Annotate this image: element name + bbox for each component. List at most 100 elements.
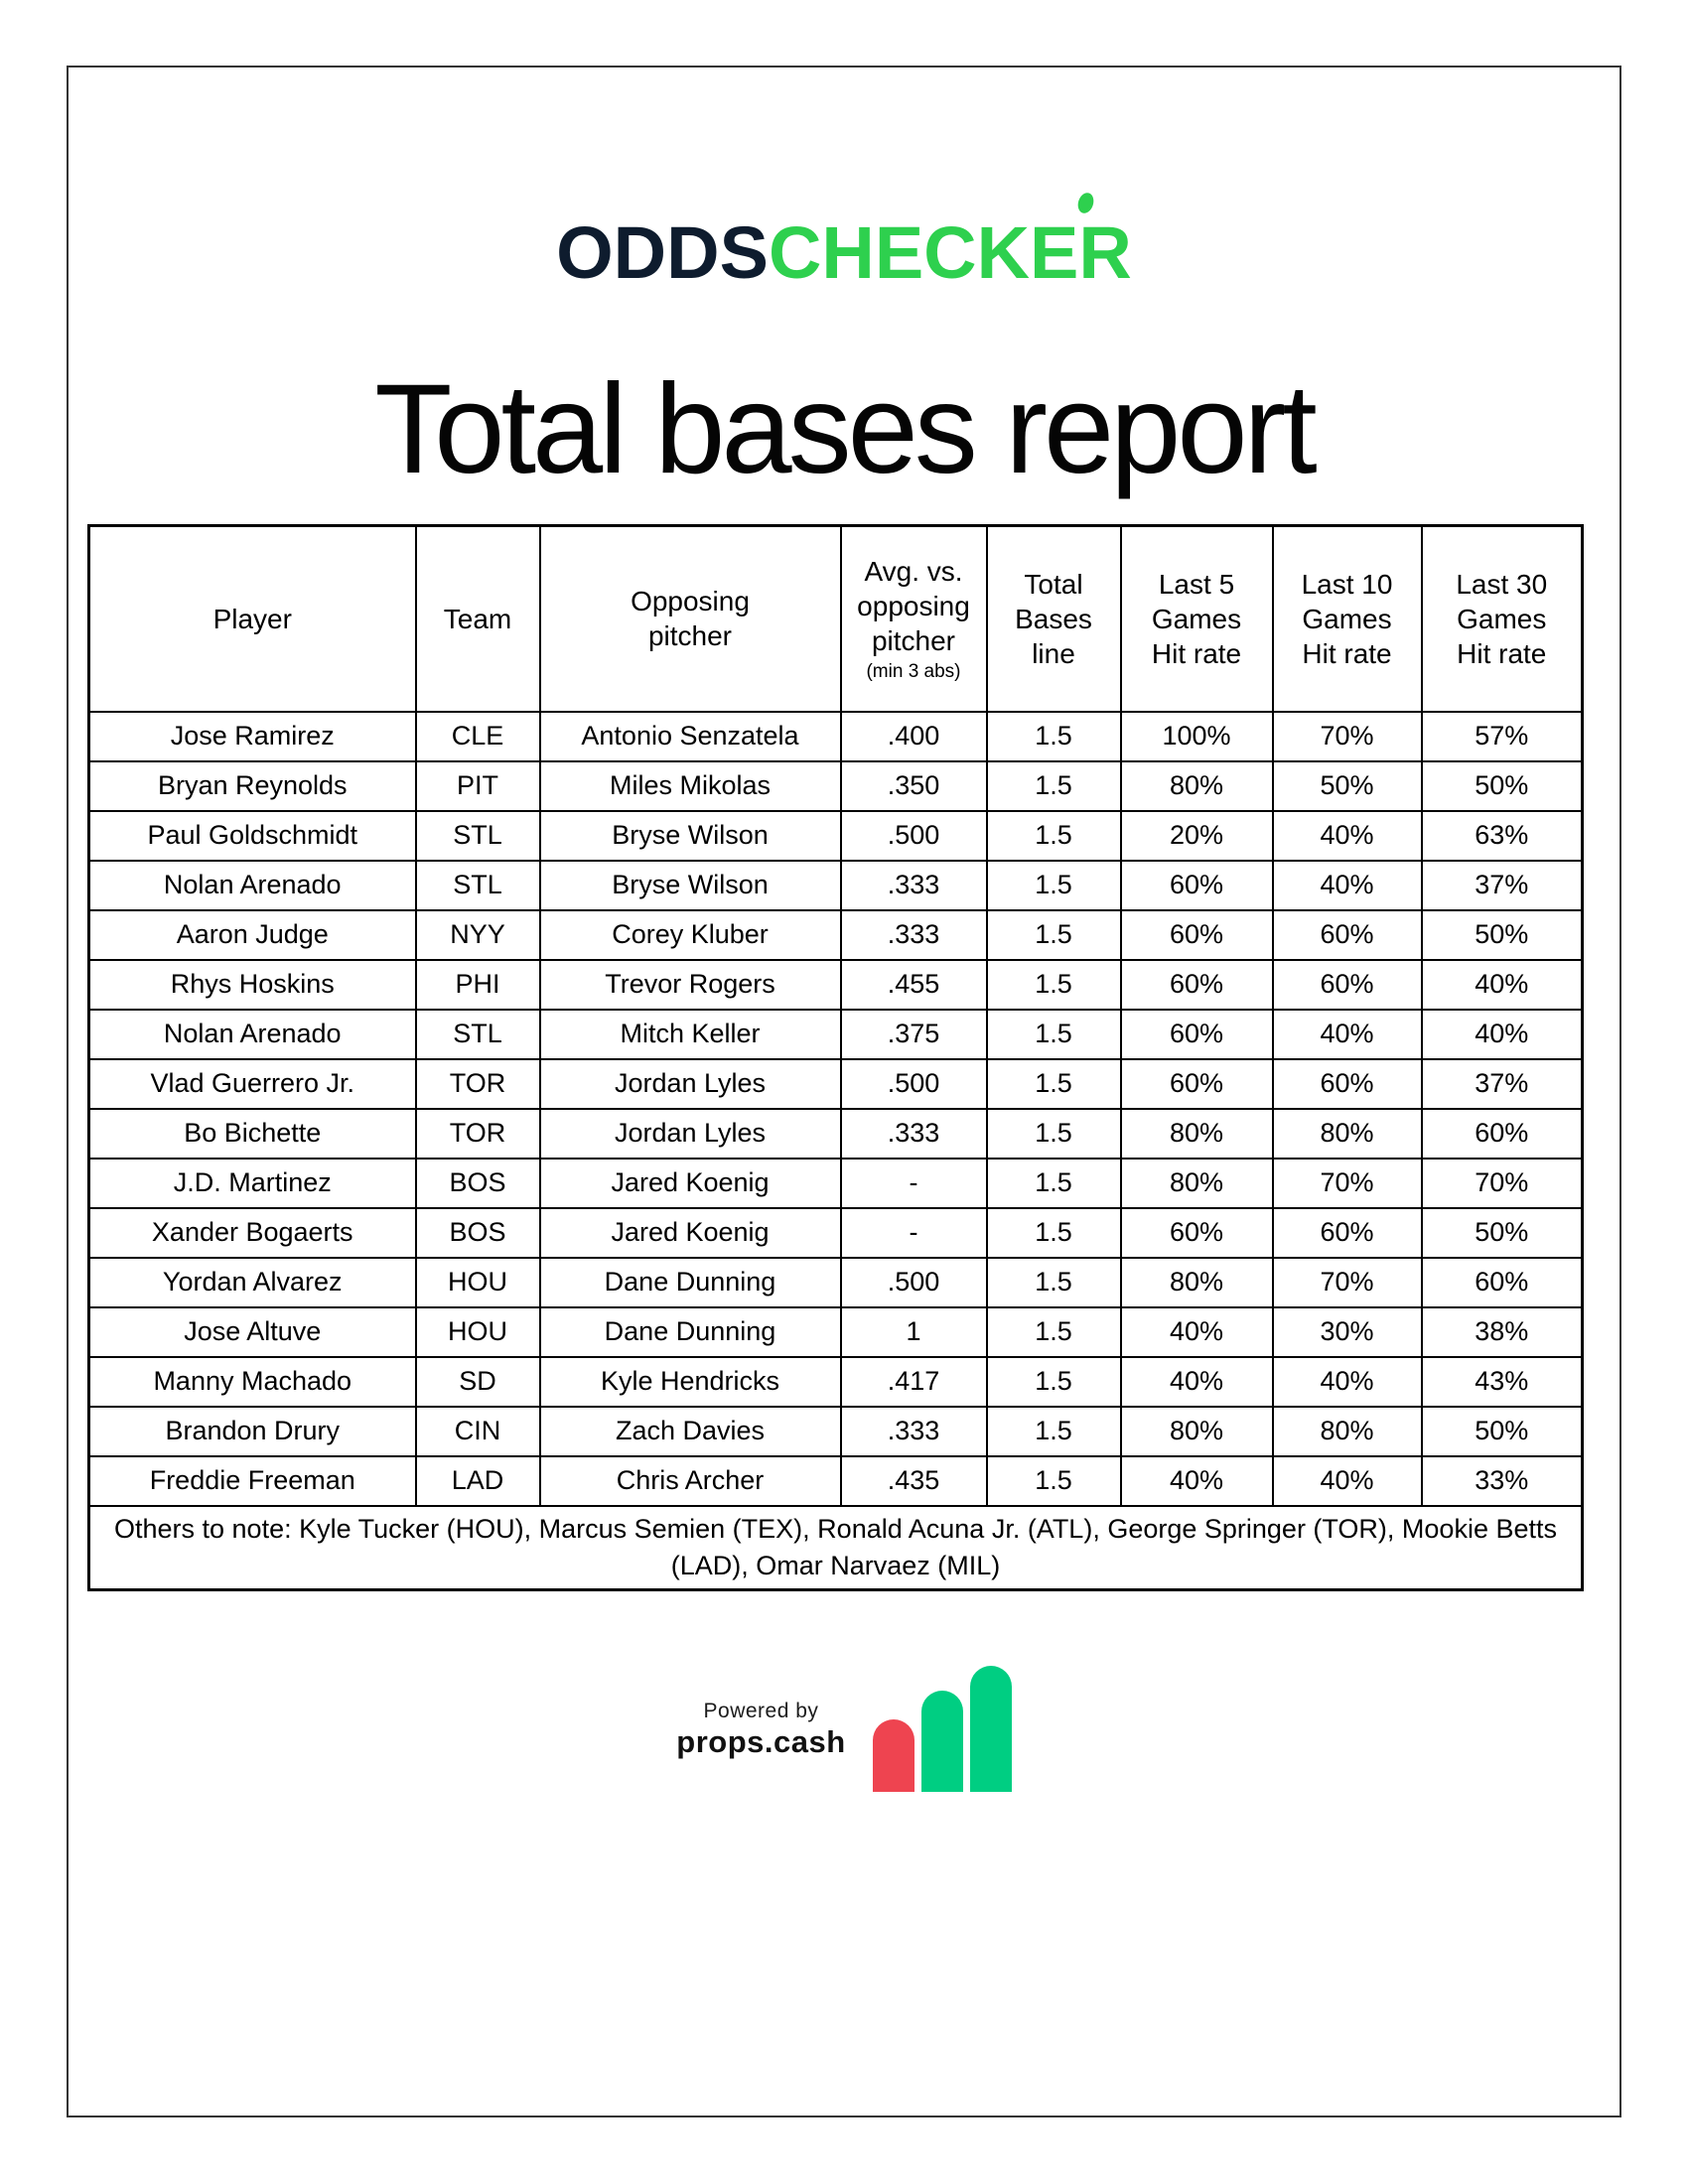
last30-cell: 37% <box>1420 1057 1584 1110</box>
col-header-team: Team <box>414 524 541 713</box>
table-row: Paul Goldschmidt STL Bryse Wilson .500 1… <box>87 809 1584 862</box>
player-cell: Bryan Reynolds <box>87 759 417 812</box>
last5-cell: 100% <box>1119 710 1274 762</box>
player-cell: Jose Altuve <box>87 1305 417 1358</box>
team-cell: NYY <box>414 908 541 961</box>
table-row: Rhys Hoskins PHI Trevor Rogers .455 1.5 … <box>87 958 1584 1011</box>
last10-cell: 60% <box>1271 1206 1423 1259</box>
pitcher-cell: Jordan Lyles <box>538 1057 842 1110</box>
line-cell: 1.5 <box>985 710 1122 762</box>
last30-cell: 50% <box>1420 908 1584 961</box>
last10-cell: 40% <box>1271 859 1423 911</box>
line-cell: 1.5 <box>985 1256 1122 1308</box>
avg-cell: .333 <box>839 859 988 911</box>
footer-note-row: Others to note: Kyle Tucker (HOU), Marcu… <box>87 1504 1584 1591</box>
last5-cell: 80% <box>1119 1405 1274 1457</box>
last5-cell: 80% <box>1119 1107 1274 1160</box>
line-cell: 1.5 <box>985 1206 1122 1259</box>
last5-cell: 80% <box>1119 1256 1274 1308</box>
table-row: Vlad Guerrero Jr. TOR Jordan Lyles .500 … <box>87 1057 1584 1110</box>
player-cell: Freddie Freeman <box>87 1454 417 1507</box>
avg-cell: - <box>839 1157 988 1209</box>
line-cell: 1.5 <box>985 908 1122 961</box>
player-cell: Vlad Guerrero Jr. <box>87 1057 417 1110</box>
avg-cell: .435 <box>839 1454 988 1507</box>
last10-cell: 80% <box>1271 1107 1423 1160</box>
powered-by-text: Powered by props.cash <box>676 1699 845 1760</box>
last10-cell: 60% <box>1271 908 1423 961</box>
last5-cell: 60% <box>1119 1057 1274 1110</box>
pitcher-cell: Corey Kluber <box>538 908 842 961</box>
pitcher-cell: Mitch Keller <box>538 1008 842 1060</box>
last5-cell: 60% <box>1119 958 1274 1011</box>
table-row: Bo Bichette TOR Jordan Lyles .333 1.5 80… <box>87 1107 1584 1160</box>
last30-cell: 50% <box>1420 1206 1584 1259</box>
table-row: Manny Machado SD Kyle Hendricks .417 1.5… <box>87 1355 1584 1408</box>
table-row: Aaron Judge NYY Corey Kluber .333 1.5 60… <box>87 908 1584 961</box>
page-border: ODDSCHECKER Total bases report Player Te… <box>67 66 1621 2117</box>
last30-cell: 60% <box>1420 1107 1584 1160</box>
team-cell: TOR <box>414 1057 541 1110</box>
team-cell: PHI <box>414 958 541 1011</box>
bar-chart-green-bar-tall <box>969 1666 1012 1792</box>
col-header-avg-vs-pitcher: Avg. vs. opposing pitcher (min 3 abs) <box>839 524 988 713</box>
powered-by: Powered by props.cash <box>69 1666 1619 1792</box>
last5-cell: 80% <box>1119 759 1274 812</box>
last10-cell: 70% <box>1271 710 1423 762</box>
line-cell: 1.5 <box>985 1454 1122 1507</box>
team-cell: STL <box>414 809 541 862</box>
last30-cell: 63% <box>1420 809 1584 862</box>
last5-cell: 20% <box>1119 809 1274 862</box>
last10-cell: 60% <box>1271 958 1423 1011</box>
last5-cell: 40% <box>1119 1305 1274 1358</box>
pitcher-cell: Miles Mikolas <box>538 759 842 812</box>
team-cell: CLE <box>414 710 541 762</box>
line-cell: 1.5 <box>985 1405 1122 1457</box>
team-cell: STL <box>414 859 541 911</box>
pitcher-cell: Dane Dunning <box>538 1305 842 1358</box>
pitcher-cell: Bryse Wilson <box>538 859 842 911</box>
table-row: J.D. Martinez BOS Jared Koenig - 1.5 80%… <box>87 1157 1584 1209</box>
player-cell: Brandon Drury <box>87 1405 417 1457</box>
player-cell: Nolan Arenado <box>87 1008 417 1060</box>
table-row: Nolan Arenado STL Mitch Keller .375 1.5 … <box>87 1008 1584 1060</box>
player-cell: Rhys Hoskins <box>87 958 417 1011</box>
team-cell: BOS <box>414 1157 541 1209</box>
bar-chart-green-bar-mid <box>920 1691 963 1792</box>
last30-cell: 38% <box>1420 1305 1584 1358</box>
avg-cell: .400 <box>839 710 988 762</box>
avg-cell: .500 <box>839 1057 988 1110</box>
avg-cell: .500 <box>839 809 988 862</box>
last10-cell: 40% <box>1271 1355 1423 1408</box>
avg-cell: .350 <box>839 759 988 812</box>
powered-by-label: Powered by <box>703 1699 819 1722</box>
last5-cell: 60% <box>1119 1206 1274 1259</box>
team-cell: PIT <box>414 759 541 812</box>
props-cash-bars-icon <box>872 1666 1012 1792</box>
player-cell: Manny Machado <box>87 1355 417 1408</box>
avg-cell: .417 <box>839 1355 988 1408</box>
last30-cell: 37% <box>1420 859 1584 911</box>
player-cell: Yordan Alvarez <box>87 1256 417 1308</box>
avg-cell: - <box>839 1206 988 1259</box>
table-row: Xander Bogaerts BOS Jared Koenig - 1.5 6… <box>87 1206 1584 1259</box>
line-cell: 1.5 <box>985 1157 1122 1209</box>
last30-cell: 50% <box>1420 1405 1584 1457</box>
logo-text-checker: CHECKER <box>768 211 1132 294</box>
last10-cell: 50% <box>1271 759 1423 812</box>
min-abs-note: (min 3 abs) <box>866 661 961 683</box>
team-cell: HOU <box>414 1256 541 1308</box>
team-cell: BOS <box>414 1206 541 1259</box>
pitcher-cell: Jordan Lyles <box>538 1107 842 1160</box>
pitcher-cell: Bryse Wilson <box>538 809 842 862</box>
line-cell: 1.5 <box>985 859 1122 911</box>
team-cell: LAD <box>414 1454 541 1507</box>
header-row: Player Team Opposing pitcher Avg. vs. op… <box>87 524 1584 713</box>
player-cell: Aaron Judge <box>87 908 417 961</box>
last30-cell: 43% <box>1420 1355 1584 1408</box>
line-cell: 1.5 <box>985 809 1122 862</box>
col-header-last30-hit-rate: Last 30 Games Hit rate <box>1420 524 1584 713</box>
table-body: Jose Ramirez CLE Antonio Senzatela .400 … <box>87 710 1584 1507</box>
last5-cell: 80% <box>1119 1157 1274 1209</box>
table-row: Freddie Freeman LAD Chris Archer .435 1.… <box>87 1454 1584 1507</box>
